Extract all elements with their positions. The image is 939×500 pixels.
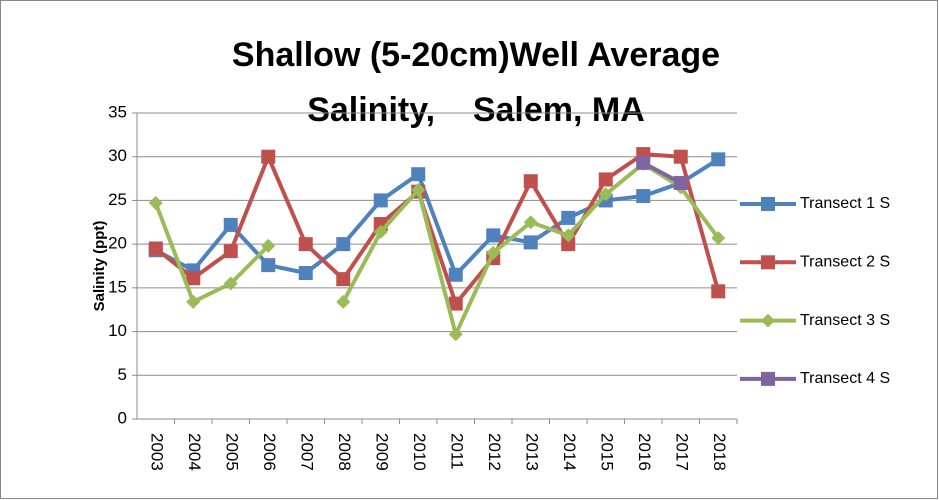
y-tick-label: 10 — [108, 321, 127, 340]
x-tick-label: 2014 — [560, 433, 579, 471]
point-marker — [261, 149, 276, 164]
x-tick-label: 2013 — [522, 433, 541, 471]
x-tick-label: 2007 — [297, 433, 316, 471]
x-tick-label: 2003 — [147, 433, 166, 471]
point-marker — [411, 167, 426, 182]
x-tick-label: 2018 — [710, 433, 729, 471]
point-marker — [148, 241, 163, 256]
point-marker — [336, 237, 351, 252]
point-marker — [448, 267, 463, 282]
point-marker — [486, 228, 501, 243]
x-tick-label: 2005 — [222, 433, 241, 471]
point-marker — [673, 175, 688, 190]
point-marker — [711, 284, 726, 299]
legend-label: Transect 4 S — [800, 370, 890, 387]
point-marker — [561, 237, 576, 252]
y-tick-label: 5 — [118, 365, 127, 384]
point-marker — [186, 271, 201, 286]
legend-label: Transect 1 S — [800, 195, 890, 212]
point-marker — [673, 149, 688, 164]
x-tick-label: 2009 — [372, 433, 391, 471]
y-tick-label: 35 — [108, 102, 127, 121]
y-tick-label: 15 — [108, 277, 127, 296]
legend-marker — [761, 255, 775, 270]
point-marker — [523, 235, 538, 250]
legend-label: Transect 3 S — [800, 312, 890, 329]
x-tick-label: 2017 — [672, 433, 691, 471]
chart-title: Shallow (5-20cm)Well Average — [232, 36, 720, 74]
x-tick-label: 2004 — [185, 433, 204, 471]
x-tick-label: 2006 — [260, 433, 279, 471]
point-marker — [711, 152, 726, 167]
point-marker — [561, 210, 576, 225]
x-tick-label: 2015 — [597, 433, 616, 471]
legend-label: Transect 2 S — [800, 254, 890, 271]
point-marker — [186, 294, 201, 309]
point-marker — [598, 172, 613, 187]
legend-marker — [761, 313, 775, 328]
point-marker — [636, 189, 651, 204]
point-marker — [298, 265, 313, 280]
x-tick-label: 2010 — [410, 433, 429, 471]
point-marker — [598, 187, 613, 202]
y-tick-label: 30 — [108, 146, 127, 165]
point-marker — [561, 228, 576, 243]
y-axis-label: Salinity (ppt) — [91, 221, 108, 312]
point-marker — [448, 327, 463, 342]
point-marker — [636, 155, 651, 170]
point-marker — [223, 244, 238, 259]
point-marker — [523, 215, 538, 230]
point-marker — [373, 193, 388, 208]
point-marker — [148, 196, 163, 211]
series-line — [154, 157, 720, 277]
point-marker — [448, 296, 463, 311]
point-marker — [411, 182, 426, 197]
point-marker — [261, 238, 276, 253]
legend-marker — [761, 197, 775, 211]
chart-title: Salinity, Salem, MA — [307, 91, 645, 129]
point-marker — [486, 245, 501, 260]
x-tick-label: 2012 — [485, 433, 504, 471]
point-marker — [711, 231, 726, 246]
point-marker — [373, 224, 388, 239]
x-tick-label: 2008 — [335, 433, 354, 471]
point-marker — [223, 217, 238, 232]
point-marker — [336, 272, 351, 287]
x-tick-label: 2011 — [447, 433, 466, 470]
point-marker — [223, 276, 238, 291]
series-line — [154, 152, 721, 306]
y-tick-label: 20 — [108, 234, 127, 253]
y-tick-label: 25 — [108, 190, 127, 209]
y-tick-label: 0 — [118, 408, 127, 427]
legend-marker — [761, 371, 775, 386]
x-tick-label: 2016 — [635, 433, 654, 471]
point-marker — [523, 174, 538, 189]
point-marker — [298, 237, 313, 252]
point-marker — [261, 258, 276, 273]
point-marker — [336, 294, 351, 309]
